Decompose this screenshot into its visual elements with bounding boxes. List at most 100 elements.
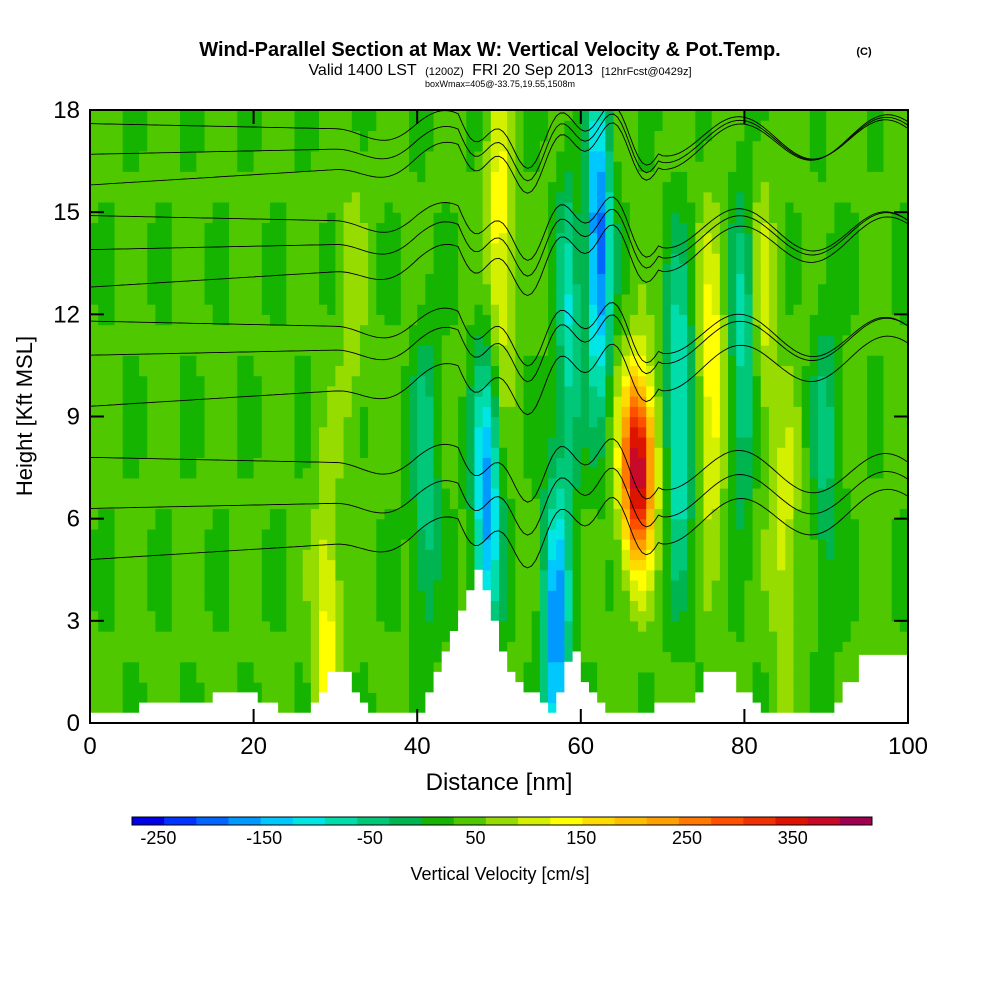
velocity-cell [760,222,770,234]
velocity-cell [114,283,124,295]
velocity-cell [572,273,582,285]
velocity-cell [335,140,345,152]
velocity-cell [728,161,737,172]
velocity-cell [556,171,566,183]
velocity-cell [507,334,516,346]
velocity-cell [687,518,696,530]
velocity-cell [253,671,263,683]
velocity-cell [523,457,533,469]
velocity-cell [106,631,116,642]
velocity-cell [580,477,590,489]
velocity-cell [548,161,557,172]
velocity-cell [499,130,508,142]
velocity-cell [531,416,541,428]
velocity-cell [343,263,353,275]
velocity-cell [188,375,197,387]
velocity-cell [261,385,271,397]
velocity-cell [122,457,132,469]
velocity-cell [278,590,287,601]
velocity-cell [572,436,582,448]
velocity-cell [261,457,271,469]
velocity-cell [449,375,459,387]
velocity-cell [580,508,590,520]
velocity-cell [613,671,623,683]
velocity-cell [531,426,541,438]
velocity-cell [458,212,467,223]
velocity-cell [204,140,214,152]
velocity-cell [736,416,745,428]
velocity-cell [351,334,361,346]
velocity-cell [719,661,729,673]
velocity-cell [564,334,574,346]
chart-title: Wind-Parallel Section at Max W: Vertical… [199,39,780,61]
velocity-cell [564,201,574,213]
velocity-cell [343,161,353,172]
velocity-cell [719,253,729,264]
velocity-cell [703,651,713,663]
velocity-cell [621,334,631,346]
velocity-cell [736,344,745,356]
velocity-cell [130,385,140,397]
velocity-cell [638,702,647,714]
velocity-cell [490,436,500,448]
velocity-cell [458,467,467,479]
velocity-cell [220,242,230,254]
velocity-cell [220,375,230,387]
velocity-cell [114,457,124,469]
velocity-cell [319,293,328,305]
velocity-cell [499,263,508,275]
velocity-cell [539,508,549,520]
velocity-cell [335,283,345,295]
velocity-cell [130,171,140,183]
velocity-cell [98,201,107,213]
velocity-cell [179,273,189,285]
velocity-cell [728,549,737,561]
velocity-cell [425,569,435,581]
velocity-cell [490,344,500,356]
velocity-cell [302,661,312,673]
velocity-cell [605,518,615,530]
velocity-cell [449,242,459,254]
velocity-cell [409,641,418,653]
velocity-cell [654,283,664,295]
velocity-cell [662,110,672,121]
velocity-cell [212,232,222,244]
velocity-cell [531,528,541,540]
velocity-cell [409,671,418,683]
velocity-cell [286,334,296,346]
velocity-cell [768,682,778,693]
velocity-cell [458,365,467,377]
velocity-cell [204,508,214,520]
velocity-cell [196,150,206,162]
velocity-cell [654,671,664,683]
velocity-cell [580,590,590,601]
velocity-cell [499,416,508,428]
velocity-cell [409,375,418,387]
velocity-cell [106,436,116,448]
velocity-cell [188,528,197,540]
velocity-cell [539,610,549,622]
velocity-cell [605,692,615,704]
velocity-cell [122,181,132,193]
velocity-cell [760,365,770,377]
velocity-cell [433,477,443,489]
velocity-cell [220,355,230,367]
velocity-cell [572,365,582,377]
velocity-cell [670,355,680,367]
velocity-cell [327,314,336,326]
velocity-cell [294,477,304,489]
velocity-cell [515,355,525,367]
velocity-cell [499,222,508,234]
velocity-cell [294,416,304,428]
velocity-cell [515,477,525,489]
velocity-cell [392,150,402,162]
velocity-cell [343,426,353,438]
velocity-cell [163,620,173,632]
velocity-cell [597,610,606,622]
velocity-cell [212,355,222,367]
velocity-cell [703,590,713,601]
velocity-cell [605,508,615,520]
velocity-cell [188,324,197,336]
velocity-cell [499,406,508,418]
velocity-cell [678,559,688,571]
